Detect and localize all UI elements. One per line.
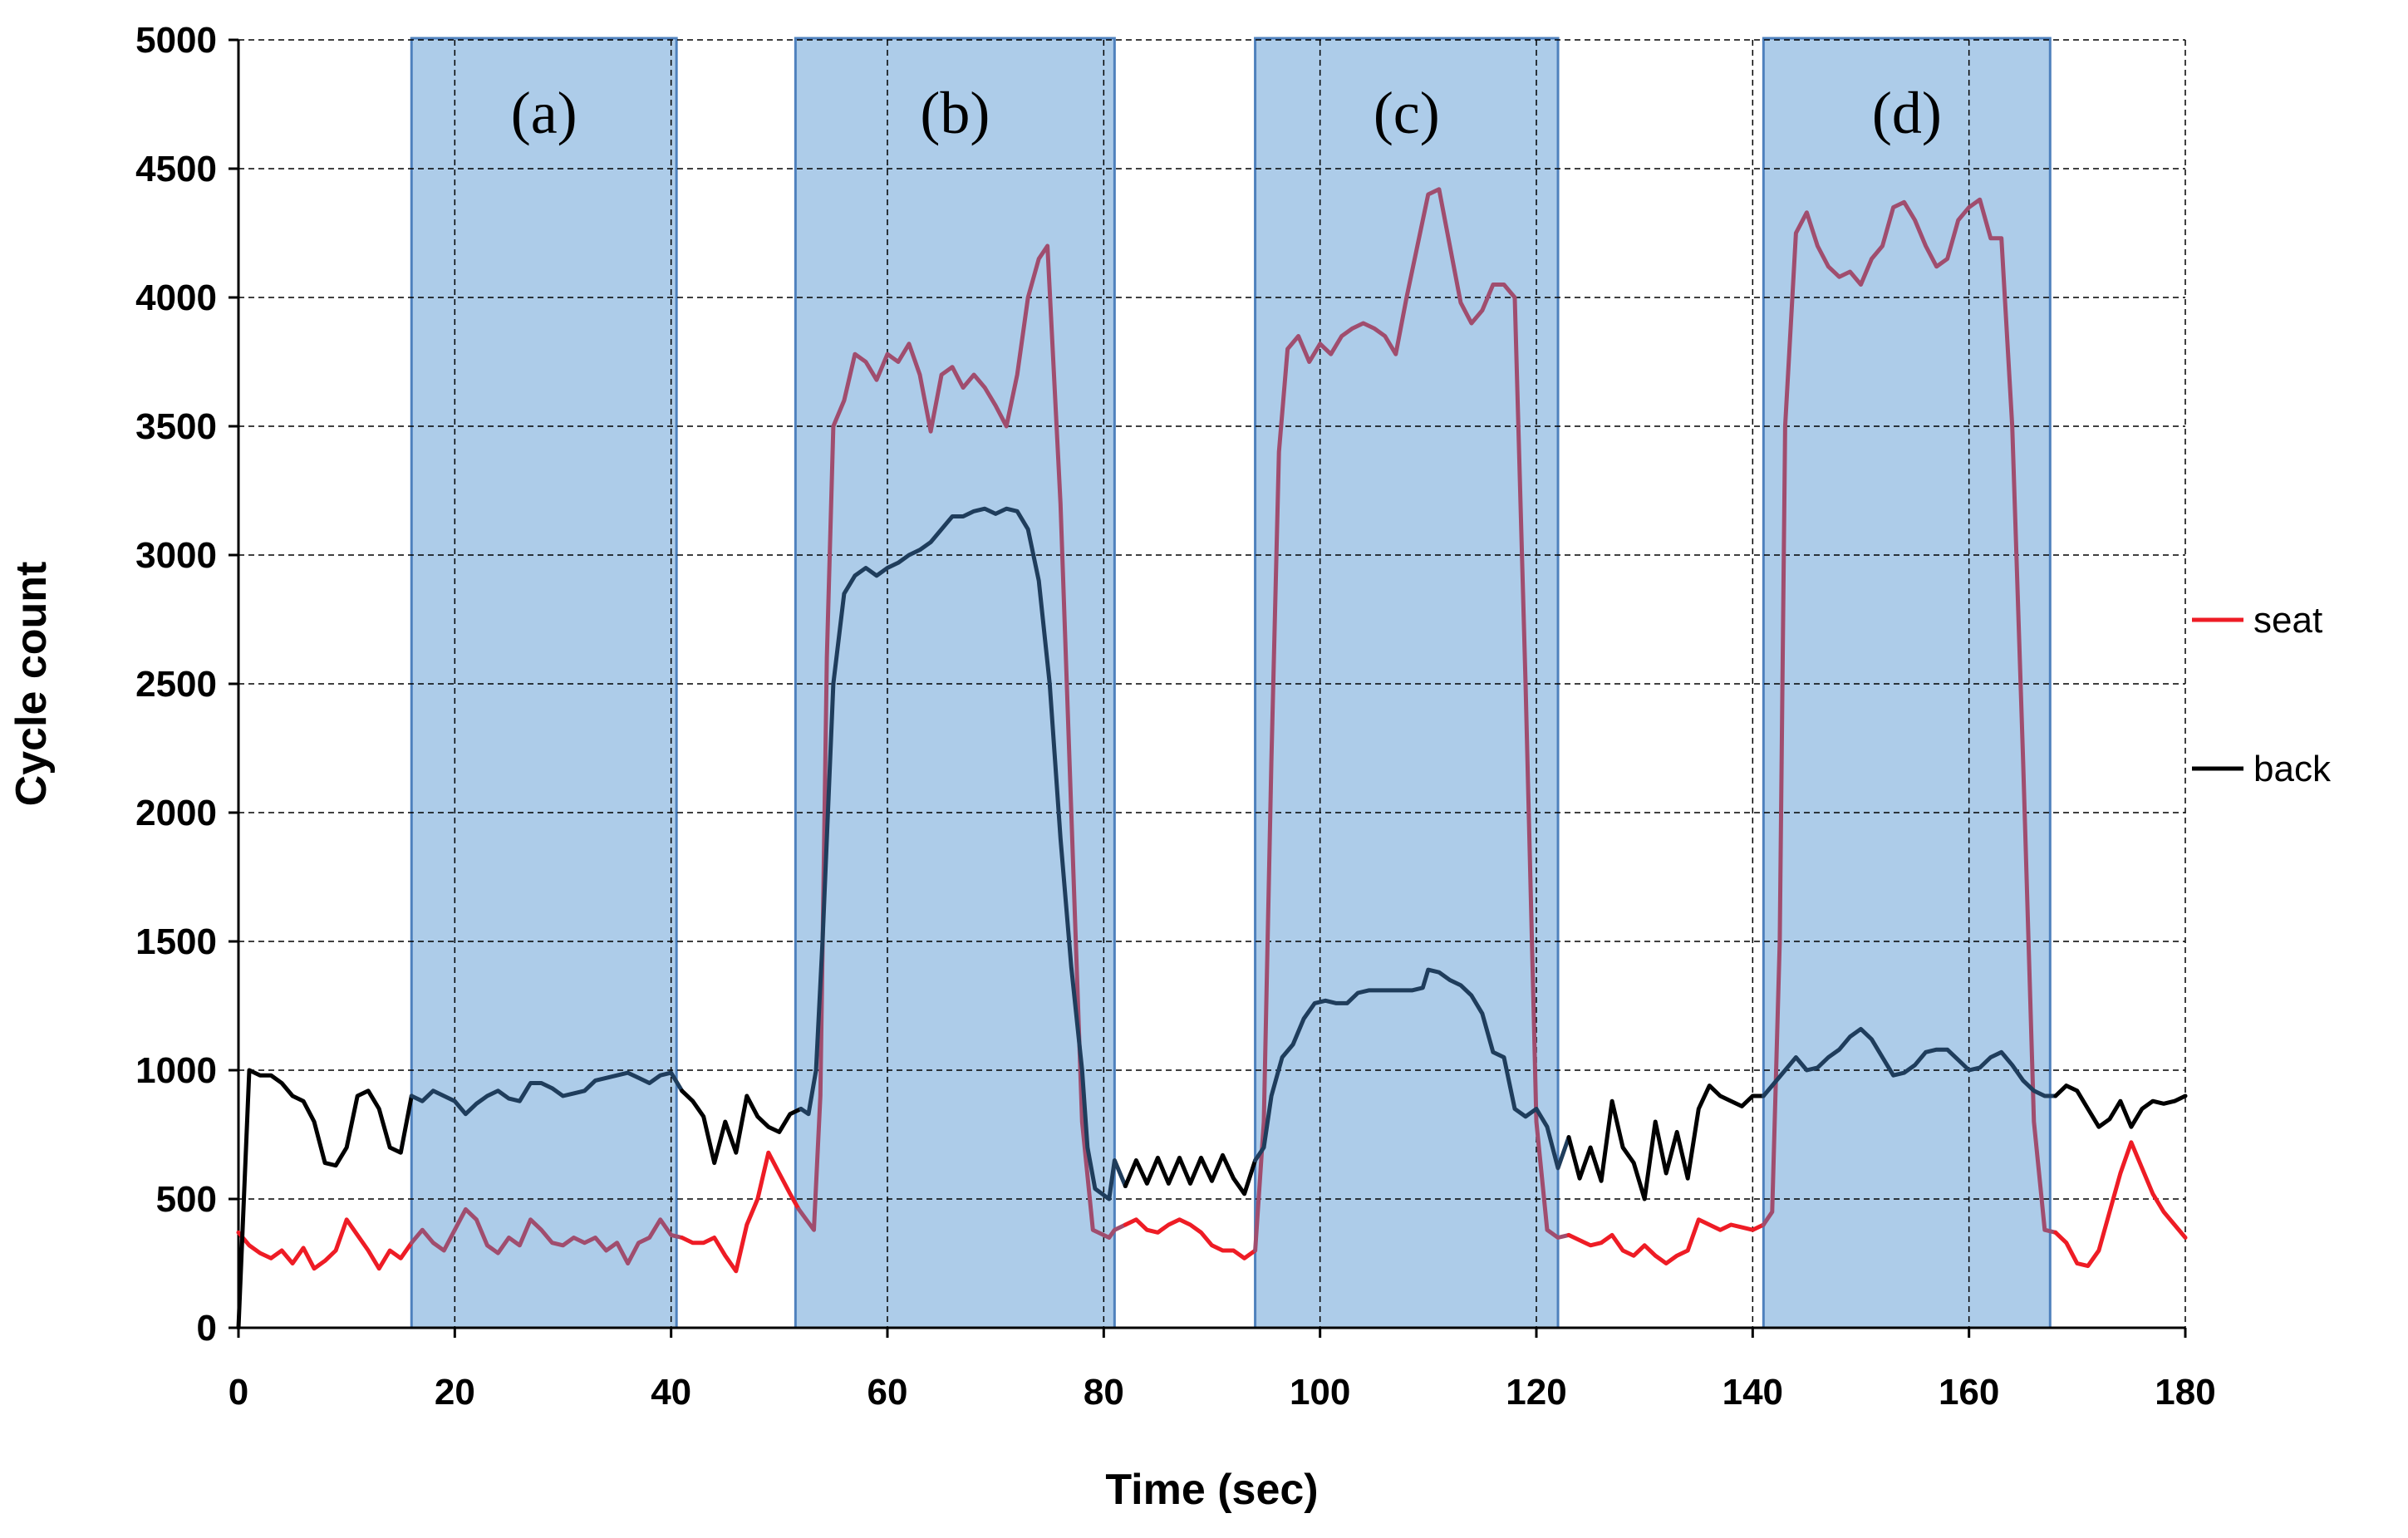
x-tick-label-1: 20 — [435, 1372, 475, 1413]
series-seat-line-segment-8 — [2053, 1140, 2188, 1269]
region-label-1: (b) — [920, 80, 990, 146]
x-tick-label-9: 180 — [2155, 1372, 2215, 1413]
series-back-line-segment-8 — [2053, 1083, 2188, 1129]
series-seat-line-segment-6 — [1566, 1217, 1766, 1265]
region-2-box — [1254, 37, 1560, 1329]
series-seat-line-segment-7 — [1761, 197, 2058, 1235]
series-seat-line-segment-1 — [409, 1206, 685, 1265]
x-tick-label-5: 100 — [1290, 1372, 1350, 1413]
y-tick-label-6: 3000 — [135, 535, 217, 576]
y-tick-label-8: 4000 — [135, 278, 217, 318]
y-tick-label-0: 0 — [197, 1308, 217, 1349]
series-back-line-segment-6 — [1566, 1083, 1766, 1201]
x-tick-label-3: 60 — [867, 1372, 908, 1413]
x-tick-label-0: 0 — [229, 1372, 248, 1413]
series-back-line-segment-2 — [680, 1088, 803, 1166]
x-tick-label-6: 120 — [1506, 1372, 1566, 1413]
x-tick-labels: 0 20 40 60 80 100 120 140 160 180 — [229, 1328, 2216, 1413]
region-label-3: (d) — [1872, 80, 1942, 146]
series-seat-line-segment-3 — [796, 243, 1128, 1240]
grid-lines — [238, 39, 2186, 1328]
region-1-box — [794, 37, 1116, 1329]
region-label-0: (a) — [511, 80, 577, 146]
series-back-line-segment-4 — [1123, 1152, 1258, 1196]
y-tick-label-5: 2500 — [135, 664, 217, 705]
y-tick-label-9: 4500 — [135, 149, 217, 189]
series-seat-line-segment-5 — [1253, 187, 1571, 1253]
series-back-line-segment-5 — [1253, 967, 1571, 1171]
y-tick-label-10: 5000 — [135, 20, 217, 61]
region-3-box — [1762, 37, 2052, 1329]
y-tick-label-1: 500 — [156, 1179, 217, 1220]
series-seat-line-segment-2 — [680, 1150, 801, 1274]
region-labels: (a) (b) (c) (d) — [511, 80, 1942, 146]
y-tick-labels: 0 500 1000 1500 2000 2500 3000 3500 4000 4500 5000 — [135, 20, 238, 1349]
region-label-2: (c) — [1374, 80, 1440, 146]
x-tick-label-8: 160 — [1939, 1372, 1999, 1413]
legend-seat-label: seat — [2253, 600, 2322, 641]
series-back-line-segment-1 — [409, 1070, 685, 1117]
legend: seat back — [2192, 600, 2332, 789]
series-back-line-segment-3 — [799, 506, 1128, 1201]
y-tick-label-3: 1500 — [135, 921, 217, 962]
x-axis-title: Time (sec) — [1105, 1466, 1318, 1514]
y-axis-title: Cycle count — [7, 562, 56, 807]
legend-back-label: back — [2253, 749, 2332, 789]
x-tick-label-7: 140 — [1722, 1372, 1783, 1413]
series-seat-line-segment-4 — [1123, 1217, 1258, 1260]
series-back-line-segment-7 — [1761, 1026, 2058, 1098]
x-tick-label-4: 80 — [1084, 1372, 1124, 1413]
series-back-line-segment-0 — [236, 1068, 414, 1330]
shaded-regions — [410, 37, 2052, 1329]
y-tick-label-7: 3500 — [135, 406, 217, 447]
region-0-box — [410, 37, 678, 1329]
x-tick-label-2: 40 — [651, 1372, 691, 1413]
data-lines — [236, 187, 2188, 1330]
y-tick-label-4: 2000 — [135, 793, 217, 833]
y-tick-label-2: 1000 — [135, 1050, 217, 1091]
series-seat-line-segment-0 — [236, 1217, 414, 1271]
